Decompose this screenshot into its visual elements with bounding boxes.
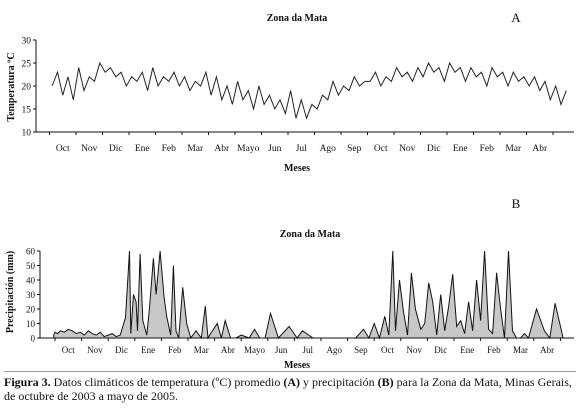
panel-a-xlabel: Meses	[284, 163, 310, 174]
panel-b-y-tick-label: 10	[26, 319, 36, 329]
panel-a-x-tick-label: Mar	[187, 144, 204, 154]
panel-a-x-tick-label: Mar	[505, 144, 522, 154]
panel-b-y-tick-label: 40	[26, 276, 36, 286]
panel-b-x-tick-label: Ene	[141, 345, 155, 355]
panel-b-y-ticks: 0 10 20 30 40 50 60	[26, 247, 40, 344]
panel-b-x-tick-label: Nov	[87, 345, 103, 355]
panel-a-x-tick-label: Jun	[268, 144, 281, 154]
figure-canvas: Zona da Mata A Meses Temperatura ºC 10 15…	[5, 10, 574, 370]
panel-b-y-tick-label: 20	[26, 305, 36, 315]
panel-b-x-tick-label: Feb	[487, 345, 501, 355]
panel-b-x-tick-label: Dic	[115, 345, 128, 355]
panel-a-y-tick-label: 30	[22, 37, 32, 47]
caption-divider	[4, 371, 576, 372]
panel-b-x-tick-label: Ago	[327, 345, 343, 355]
panel-b-x-tick-label: Oct	[381, 345, 394, 355]
panel-b-x-ticks: Oct Nov Dic Ene Feb Mar Abr Mayo Jun Jul Ago Sep Oct…	[54, 338, 561, 355]
caption-tag-b: (B)	[377, 375, 394, 389]
panel-a-x-tick-label: Jul	[296, 144, 307, 154]
panel-b-x-tick-label: Mayo	[244, 345, 265, 355]
panel-a-x-tick-label: Nov	[81, 144, 98, 154]
panel-b-title: Zona da Mata	[280, 229, 341, 240]
panel-b-label: B	[512, 196, 521, 211]
panel-b-y-tick-label: 30	[26, 290, 36, 300]
panel-b-x-tick-label: Jul	[302, 345, 313, 355]
panel-a-x-tick-label: Dic	[109, 144, 123, 154]
panel-a-x-tick-label: Abr	[532, 144, 548, 154]
caption-text-1: Datos climáticos de temperatura (ºC) pro…	[50, 375, 284, 389]
caption-label: Figura 3.	[4, 375, 51, 389]
panel-a-y-tick-label: 10	[22, 129, 32, 139]
panel-a-x-tick-label: Ago	[320, 144, 337, 154]
panel-a-x-ticks: Oct Nov Dic Ene Feb Mar Abr Mayo Jun Jul Ago Sep Oct…	[49, 132, 554, 154]
panel-a-label: A	[511, 10, 521, 25]
panel-b-precipitation-area	[53, 250, 569, 340]
panel-b-x-tick-label: Ene	[460, 345, 474, 355]
caption-text-2: y precipitación	[300, 375, 378, 389]
panel-b-x-tick-label: Feb	[168, 345, 182, 355]
panel-a-temperature-line	[51, 61, 567, 120]
panel-a-y-tick-label: 15	[22, 106, 32, 116]
panel-a-title: Zona da Mata	[267, 13, 328, 24]
panel-b-y-tick-label: 60	[26, 247, 36, 257]
panel-b-x-tick-label: Nov	[406, 345, 422, 355]
panel-b-x-tick-label: Oct	[62, 345, 75, 355]
panel-a-temperature-chart: Zona da Mata A Meses Temperatura ºC 10 15…	[6, 10, 574, 174]
panel-a-x-tick-label: Nov	[399, 144, 416, 154]
panel-b-x-tick-label: Jun	[275, 345, 288, 355]
panel-a-x-tick-label: Feb	[162, 144, 177, 154]
panel-a-x-tick-label: Ene	[135, 144, 150, 154]
panel-b-x-tick-label: Sep	[354, 345, 368, 355]
panel-b-ylabel: Precipitación (mm)	[5, 251, 16, 333]
panel-b-x-tick-label: Abr	[540, 345, 554, 355]
panel-a-x-tick-label: Abr	[214, 144, 230, 154]
panel-a-x-tick-label: Feb	[480, 144, 495, 154]
panel-b-x-tick-label: Mar	[513, 345, 528, 355]
figure-caption: Figura 3. Datos climáticos de temperatur…	[4, 375, 576, 403]
panel-a-x-tick-label: Mayo	[237, 144, 259, 154]
panel-a-y-tick-label: 25	[22, 60, 32, 70]
panel-a-x-tick-label: Oct	[56, 144, 70, 154]
panel-a-x-tick-label: Sep	[347, 144, 362, 154]
panel-b-x-tick-label: Abr	[221, 345, 235, 355]
panel-b-x-tick-label: Mar	[194, 345, 209, 355]
panel-a-x-tick-label: Ene	[453, 144, 468, 154]
panel-a-x-tick-label: Dic	[427, 144, 441, 154]
panel-b-precipitation-chart: Zona da Mata B Meses Precipitación (mm) …	[5, 196, 574, 370]
panel-a-y-tick-label: 20	[22, 83, 32, 93]
panel-b-xlabel: Meses	[284, 360, 310, 370]
panel-a-y-ticks: 10 15 20 25 30	[22, 37, 36, 139]
caption-tag-a: (A)	[283, 375, 300, 389]
caption-text-3: para la Zona da Mata, Minas Gerais, de o…	[4, 375, 572, 403]
panel-b-y-tick-label: 50	[26, 261, 36, 271]
panel-b-x-tick-label: Dic	[434, 345, 447, 355]
panel-b-y-tick-label: 0	[31, 334, 36, 344]
panel-a-x-tick-label: Oct	[374, 144, 388, 154]
panel-a-ylabel: Temperatura ºC	[6, 52, 17, 121]
